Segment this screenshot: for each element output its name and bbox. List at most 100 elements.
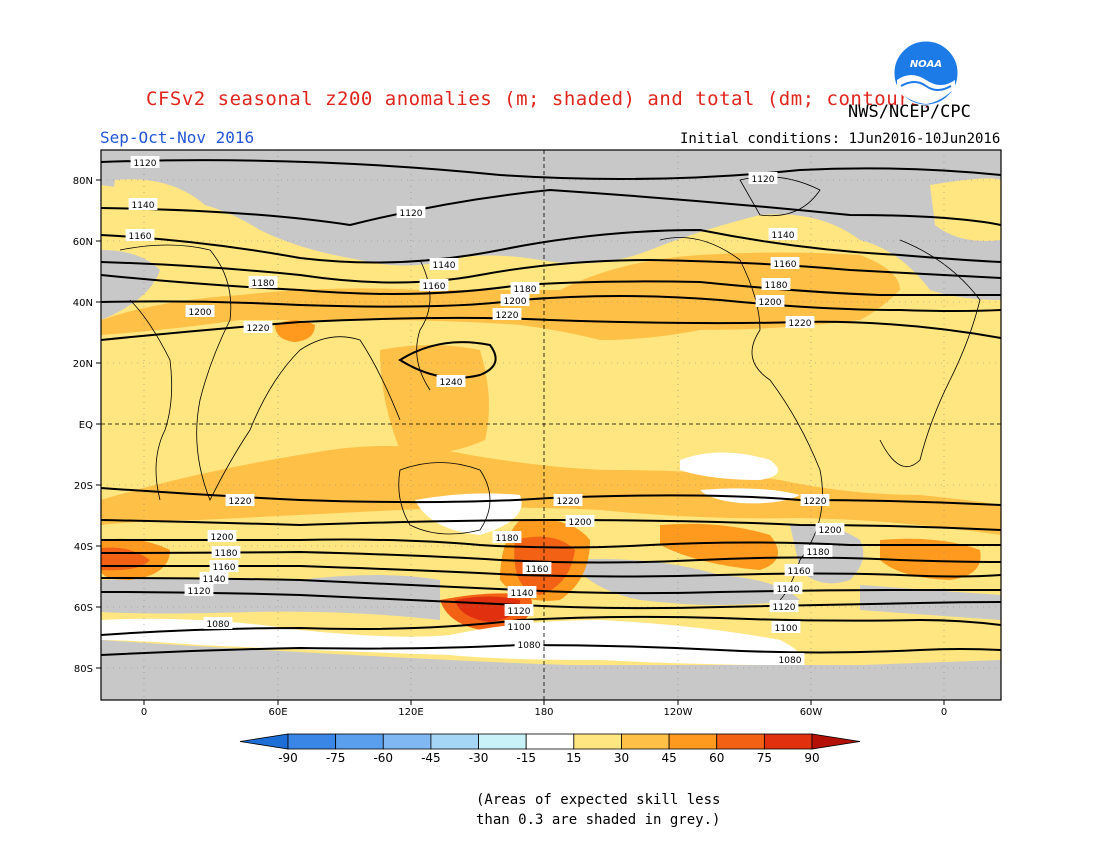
- contour-label-bg: [500, 294, 530, 306]
- graticule: [101, 150, 1001, 700]
- colorbar-box: [287, 733, 337, 750]
- contour-label: 1180: [765, 281, 788, 291]
- contour-label: 1180: [252, 279, 275, 289]
- colorbar-box: [716, 733, 765, 750]
- colorbar-box: [668, 733, 718, 750]
- contour-label-bg: [565, 515, 595, 527]
- colorbar-label: 45: [661, 751, 676, 765]
- contour-label: 1200: [211, 533, 234, 543]
- lat-label: 80S: [74, 664, 93, 675]
- contour-label-bg: [775, 653, 805, 665]
- colorbar-label: 75: [757, 751, 772, 765]
- contour-label-bg: [504, 620, 534, 632]
- contour-label: 1220: [557, 497, 580, 507]
- contour-label: 1160: [213, 563, 236, 573]
- contour-label: 1140: [511, 589, 534, 599]
- contour-label: 1120: [508, 607, 531, 617]
- contour-label-bg: [507, 586, 537, 598]
- lon-label: 120W: [664, 707, 693, 718]
- noaa-logo: NOAA: [893, 40, 959, 106]
- contour-label: 1220: [229, 497, 252, 507]
- colorbar-max-arrow: [811, 733, 861, 750]
- colorbar: -90 -75 -60 -45 -30 -15 15 30 45 60 75 90: [239, 733, 861, 765]
- contour-label-bg: [225, 494, 255, 506]
- contour-label-bg: [785, 316, 815, 328]
- contour-label: 1120: [134, 159, 157, 169]
- white-region-antarctic: [101, 618, 800, 665]
- contour-label: 1220: [789, 319, 812, 329]
- white-patch-e-pacific-2: [700, 488, 800, 504]
- contour-label-bg: [248, 276, 278, 288]
- contour-label: 1200: [504, 297, 527, 307]
- contour-label: 1140: [777, 585, 800, 595]
- contour-label-bg: [492, 308, 522, 320]
- contour-label-bg: [419, 279, 449, 291]
- skill-note-line-1: (Areas of expected skill less: [476, 792, 721, 808]
- colorbar-box: [763, 733, 813, 750]
- lon-label: 120E: [398, 707, 423, 718]
- contour-label-bg: [553, 494, 583, 506]
- contour-label-bg: [773, 582, 803, 594]
- contour-label: 1100: [775, 624, 798, 634]
- contour-label-bg: [755, 295, 785, 307]
- anomaly-patch-n2: [930, 178, 1001, 241]
- contour-label: 1180: [215, 549, 238, 559]
- contour-label: 1180: [807, 548, 830, 558]
- lat-label: 40S: [74, 542, 93, 553]
- lon-label: 0: [941, 707, 947, 718]
- colorbar-label: 30: [614, 751, 629, 765]
- contour-label-bg: [514, 638, 544, 650]
- skill-note-line-2: than 0.3 are shaded in grey.): [476, 812, 721, 828]
- contour-label-bg: [769, 600, 799, 612]
- colorbar-box: [382, 733, 432, 750]
- lat-label: 20S: [74, 481, 93, 492]
- colorbar-label: 60: [709, 751, 724, 765]
- contour-label-bg: [748, 172, 778, 184]
- contour-label-bg: [128, 198, 158, 210]
- contour-label: 1200: [819, 526, 842, 536]
- noaa-logo-text: NOAA: [910, 59, 942, 70]
- orange-patch-w-pacific: [380, 345, 489, 454]
- contour-label: 1200: [569, 518, 592, 528]
- contour-label-bg: [803, 545, 833, 557]
- contour-label-bg: [761, 278, 791, 290]
- contour-label-bg: [184, 584, 214, 596]
- contour-label: 1080: [207, 620, 230, 630]
- white-patch-australia: [415, 493, 522, 535]
- colorbar-box: [430, 733, 479, 750]
- lat-label: 60S: [74, 603, 93, 614]
- contour-labels: 1120 1120 1120 1140 1140 1140 1160 1160 1160 1180…: [125, 156, 845, 666]
- contour-label: 1220: [804, 497, 827, 507]
- contour-label-bg: [243, 321, 273, 333]
- lat-label: 60N: [73, 237, 93, 248]
- season-label: Sep-Oct-Nov 2016: [100, 128, 255, 147]
- longitude-axis: 0 60E 120E 180 120W 60W 0: [141, 700, 947, 718]
- colorbar-label: 90: [804, 751, 819, 765]
- lon-label: 60E: [268, 707, 287, 718]
- contour-label-bg: [199, 572, 229, 584]
- grey-region-antarctic-edge: [101, 640, 1001, 700]
- colorbar-label: -30: [469, 751, 489, 765]
- skill-note: (Areas of expected skill less than 0.3 a…: [476, 790, 720, 830]
- colorbar-label: -45: [421, 751, 441, 765]
- colorbar-box: [621, 733, 670, 750]
- orange-band-north: [101, 252, 900, 340]
- contour-label-bg: [396, 206, 426, 218]
- contour-label-bg: [436, 375, 466, 387]
- contour-label-bg: [800, 494, 830, 506]
- contour-label-bg: [522, 562, 552, 574]
- lat-label: 80N: [73, 176, 93, 187]
- lon-label: 180: [534, 707, 553, 718]
- contour-label: 1220: [247, 324, 270, 334]
- contour-label: 1180: [514, 285, 537, 295]
- contour-label-bg: [504, 604, 534, 616]
- contour-label: 1200: [189, 308, 212, 318]
- orange-band-south: [101, 446, 1001, 535]
- contour-label: 1120: [773, 603, 796, 613]
- contour-label: 1140: [772, 231, 795, 241]
- orange-patch-s-atlantic: [880, 538, 981, 580]
- contour-label-bg: [185, 305, 215, 317]
- colorbar-label: 15: [566, 751, 581, 765]
- lon-label: 60W: [800, 707, 823, 718]
